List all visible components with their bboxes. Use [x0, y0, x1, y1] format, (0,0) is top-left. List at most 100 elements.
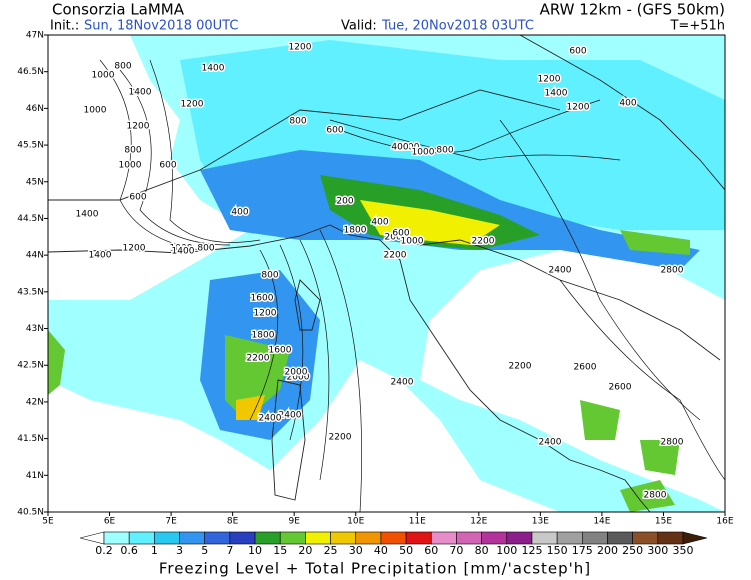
- contours: [99, 59, 725, 512]
- legend-label: 250: [622, 544, 643, 557]
- lat-label: 41.5N: [17, 434, 44, 444]
- init-label: Init.:: [50, 19, 79, 34]
- legend-swatch: [128, 531, 155, 545]
- contour-label: 1200: [397, 143, 420, 153]
- legend-swatch: [355, 531, 382, 545]
- legend-swatch: [582, 531, 608, 545]
- legend-label: 0.6: [120, 544, 138, 557]
- lead-time: T=+51h: [669, 19, 725, 34]
- contour-label: 1000: [119, 161, 142, 171]
- contour-labels: 1200140010008001400120010001200800100060…: [74, 41, 685, 502]
- legend-label: 60: [424, 544, 438, 557]
- legend-swatch: [154, 531, 180, 545]
- contour-label: 2400: [279, 411, 302, 421]
- legend-label: 25: [324, 544, 338, 557]
- lat-label: 46.5N: [17, 67, 44, 77]
- contour-label: 1000: [401, 237, 424, 247]
- legend-swatch: [279, 531, 306, 545]
- contour-label: 600: [159, 161, 176, 171]
- legend-swatch: [380, 531, 407, 545]
- legend-arrow-left: [79, 531, 105, 545]
- legend-swatch: [456, 531, 482, 545]
- legend-label: 150: [547, 544, 568, 557]
- contour-label: 2800: [644, 491, 667, 501]
- legend-label: 0.2: [95, 544, 113, 557]
- lat-label: 44.5N: [17, 214, 44, 224]
- legend-swatch: [481, 531, 508, 545]
- precip: [48, 35, 725, 512]
- lat-label: 43.5N: [17, 287, 44, 297]
- lat-label: 46N: [26, 104, 44, 114]
- legend-label: 100: [496, 544, 517, 557]
- contour-label: 1200: [181, 100, 204, 110]
- lat-label: 40.5N: [17, 508, 44, 518]
- legend-label: 350: [673, 544, 694, 557]
- contour-label: 600: [326, 126, 343, 136]
- contour-label: 1000: [170, 244, 193, 254]
- model: ARW 12km - (GFS 50km): [540, 1, 725, 19]
- legend-label: 1: [151, 544, 158, 557]
- contour-label: 2400: [539, 438, 562, 448]
- axes: 5E 6E 7E 8E 9E 10E 11E 12E 13E 14E 15E 16E 47N 46.5N 4…: [17, 31, 734, 527]
- contour-label: 1200: [127, 122, 150, 132]
- contour-label: 1400: [89, 251, 112, 261]
- lat-label: 42.5N: [17, 361, 44, 371]
- contour-label: 1400: [129, 88, 152, 98]
- contour-label: 600: [129, 193, 146, 203]
- legend-swatch: [305, 531, 331, 545]
- legend-label: 50: [399, 544, 413, 557]
- lon-label: 6E: [104, 517, 116, 527]
- legend-label: 30: [349, 544, 363, 557]
- caption: Freezing Level + Total Precipitation [mm…: [159, 560, 591, 578]
- lon-label: 14E: [593, 517, 610, 527]
- lat-label: 43N: [26, 324, 44, 334]
- contour-label: 800: [197, 244, 214, 254]
- lon-label: 13E: [532, 517, 549, 527]
- lon-label: 5E: [42, 517, 54, 527]
- contour-label: 1600: [251, 294, 274, 304]
- lat-label: 47N: [26, 31, 44, 41]
- contour-label: 1200: [567, 103, 590, 113]
- lat-label: 45.5N: [17, 141, 44, 151]
- lon-label: 7E: [165, 517, 177, 527]
- legend-swatch: [229, 531, 256, 545]
- legend-swatch: [657, 531, 684, 545]
- contour-label: 1000: [412, 148, 435, 158]
- legend-label: 175: [572, 544, 593, 557]
- contour-label: 400: [231, 208, 248, 218]
- valid-label: Valid:: [341, 19, 377, 34]
- legend-label: 3: [176, 544, 183, 557]
- contour-label: 800: [289, 117, 306, 127]
- legend-swatch: [179, 531, 205, 545]
- contour-label: 2200: [509, 362, 532, 372]
- header: Consorzia LaMMA Init.: Sun, 18Nov2018 00…: [50, 1, 725, 34]
- legend-label: 70: [449, 544, 463, 557]
- legend-swatch: [506, 531, 533, 545]
- contour-label: 2400: [259, 414, 282, 424]
- contour-label: 2000: [287, 373, 310, 383]
- valid-time: Tue, 20Nov2018 03UTC: [381, 19, 534, 34]
- contour-label: 400: [619, 99, 636, 109]
- contour-label: 1200: [289, 43, 312, 53]
- lon-label: 9E: [288, 517, 300, 527]
- contour-label: 800: [114, 62, 131, 72]
- contour-label: 800: [124, 146, 141, 156]
- contour-label: 2000: [385, 233, 408, 243]
- contour-label: 2800: [661, 266, 684, 276]
- legend-label: 125: [521, 544, 542, 557]
- lon-label: 8E: [227, 517, 239, 527]
- map-frame: [47, 34, 726, 513]
- init-time: Sun, 18Nov2018 00UTC: [84, 19, 238, 34]
- legend-label: 7: [226, 544, 233, 557]
- legend-swatch: [330, 531, 357, 545]
- contour-label: 2400: [549, 266, 572, 276]
- lat-label: 44N: [26, 251, 44, 261]
- lon-label: 12E: [470, 517, 487, 527]
- contour-label: 600: [569, 47, 586, 57]
- legend-swatch: [531, 531, 558, 545]
- legend-arrow-right: [682, 531, 708, 545]
- contour-label: 1200: [538, 75, 561, 85]
- legend-swatch: [632, 531, 659, 545]
- brand: Consorzia LaMMA: [52, 1, 185, 19]
- contour-label: 1400: [202, 64, 225, 74]
